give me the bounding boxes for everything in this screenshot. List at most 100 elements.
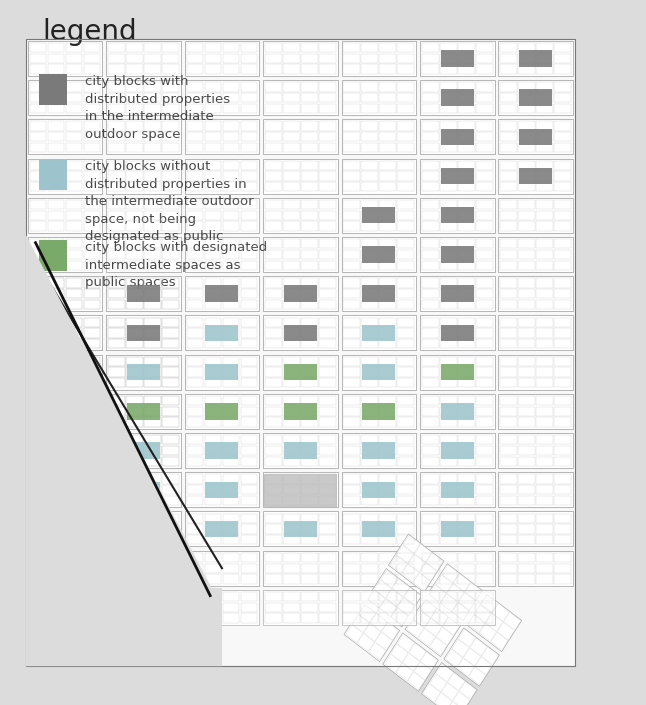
- Bar: [379, 104, 396, 113]
- Bar: [28, 472, 102, 508]
- Bar: [476, 613, 493, 623]
- Bar: [162, 367, 179, 376]
- Bar: [84, 575, 100, 584]
- Bar: [344, 485, 360, 494]
- Bar: [420, 159, 495, 193]
- Bar: [84, 553, 100, 562]
- Bar: [420, 315, 495, 350]
- Bar: [476, 446, 493, 455]
- Bar: [458, 289, 475, 298]
- Bar: [475, 657, 492, 675]
- Bar: [126, 357, 143, 366]
- Bar: [283, 278, 300, 288]
- Bar: [162, 417, 179, 427]
- Bar: [499, 315, 573, 350]
- Bar: [126, 457, 143, 466]
- Bar: [108, 54, 125, 63]
- Bar: [536, 54, 553, 63]
- Bar: [342, 472, 416, 508]
- Bar: [223, 457, 239, 466]
- Bar: [126, 239, 143, 248]
- Bar: [205, 161, 222, 170]
- Bar: [144, 300, 161, 309]
- Bar: [397, 329, 414, 338]
- Bar: [144, 417, 161, 427]
- Bar: [48, 446, 65, 455]
- Bar: [223, 396, 239, 405]
- Bar: [518, 525, 535, 534]
- Bar: [223, 132, 239, 142]
- Bar: [66, 143, 83, 152]
- Bar: [126, 396, 143, 405]
- Bar: [283, 575, 300, 584]
- Bar: [476, 121, 493, 130]
- Bar: [362, 367, 378, 376]
- Bar: [344, 396, 360, 405]
- Bar: [84, 417, 100, 427]
- Bar: [162, 457, 179, 466]
- Bar: [405, 599, 461, 656]
- Bar: [30, 367, 47, 376]
- Bar: [187, 446, 203, 455]
- Bar: [144, 143, 161, 152]
- Bar: [397, 261, 414, 270]
- Bar: [301, 239, 318, 248]
- Bar: [26, 588, 222, 666]
- Bar: [162, 535, 179, 544]
- Bar: [440, 435, 457, 444]
- Bar: [144, 278, 161, 288]
- Bar: [536, 513, 553, 523]
- Bar: [66, 261, 83, 270]
- Bar: [422, 278, 439, 288]
- Bar: [240, 396, 257, 405]
- Bar: [420, 355, 495, 390]
- Bar: [362, 474, 378, 484]
- Bar: [66, 104, 83, 113]
- Bar: [436, 664, 453, 682]
- Bar: [30, 496, 47, 505]
- Bar: [501, 446, 517, 455]
- Bar: [499, 551, 573, 586]
- Bar: [362, 521, 395, 537]
- Bar: [458, 417, 475, 427]
- Bar: [127, 403, 160, 419]
- Bar: [441, 286, 474, 302]
- Bar: [144, 435, 161, 444]
- Bar: [379, 535, 396, 544]
- Bar: [379, 132, 396, 142]
- Bar: [476, 367, 493, 376]
- Bar: [48, 211, 65, 220]
- Bar: [468, 667, 486, 685]
- Bar: [379, 603, 396, 612]
- Bar: [264, 474, 337, 506]
- Bar: [301, 339, 318, 348]
- Bar: [536, 261, 553, 270]
- Bar: [501, 143, 517, 152]
- Bar: [397, 613, 414, 623]
- Bar: [319, 104, 336, 113]
- Bar: [396, 663, 413, 681]
- Bar: [362, 525, 378, 534]
- Bar: [476, 104, 493, 113]
- Bar: [501, 317, 517, 327]
- Bar: [187, 64, 203, 74]
- Bar: [381, 570, 398, 588]
- Bar: [144, 357, 161, 366]
- Bar: [554, 474, 571, 484]
- Bar: [319, 613, 336, 623]
- Bar: [344, 329, 360, 338]
- Bar: [319, 417, 336, 427]
- Bar: [501, 132, 517, 142]
- Bar: [126, 182, 143, 191]
- Bar: [66, 278, 83, 288]
- Bar: [205, 592, 222, 601]
- Bar: [48, 182, 65, 191]
- Bar: [397, 357, 414, 366]
- Bar: [30, 182, 47, 191]
- Bar: [283, 54, 300, 63]
- Bar: [458, 329, 475, 338]
- Bar: [66, 211, 83, 220]
- Bar: [106, 355, 181, 390]
- Bar: [126, 378, 143, 388]
- Bar: [126, 513, 143, 523]
